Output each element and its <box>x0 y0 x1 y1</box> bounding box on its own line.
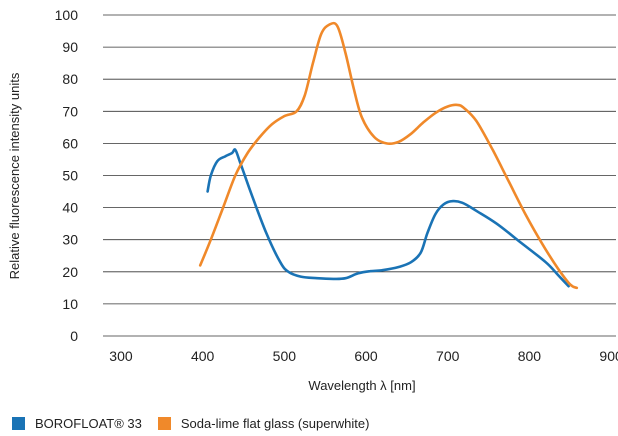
series-line-borofloat <box>206 148 570 288</box>
y-tick-50: 50 <box>62 168 78 184</box>
y-tick-0: 0 <box>70 328 78 344</box>
gridlines <box>103 14 616 337</box>
x-tick-400: 400 <box>191 348 215 364</box>
x-tick-700: 700 <box>436 348 460 364</box>
y-tick-60: 60 <box>62 135 78 151</box>
y-tick-70: 70 <box>62 103 78 119</box>
y-tick-40: 40 <box>62 200 78 216</box>
y-tick-10: 10 <box>62 296 78 312</box>
y-tick-90: 90 <box>62 39 78 55</box>
legend-label-soda-lime: Soda-lime flat glass (superwhite) <box>180 415 370 431</box>
x-axis-label: Wavelength λ [nm] <box>308 378 415 393</box>
y-tick-30: 30 <box>62 232 78 248</box>
series-line-soda-lime <box>198 21 579 290</box>
legend-item-soda-lime: Soda-lime flat glass (superwhite) <box>157 415 370 431</box>
y-tick-20: 20 <box>62 264 78 280</box>
x-tick-600: 600 <box>354 348 378 364</box>
y-axis-label: Relative fluorescence intensity units <box>7 72 22 279</box>
legend-swatch-borofloat <box>12 416 25 430</box>
y-tick-80: 80 <box>62 71 78 87</box>
x-tick-900: 900 <box>599 348 618 364</box>
legend: BOROFLOAT® 33 Soda-lime flat glass (supe… <box>12 414 385 432</box>
legend-label-borofloat: BOROFLOAT® 33 <box>35 415 142 431</box>
x-tick-300: 300 <box>109 348 133 364</box>
legend-swatch-soda-lime <box>157 416 171 430</box>
y-tick-100: 100 <box>55 7 79 23</box>
series-lines <box>198 21 579 290</box>
x-tick-labels: 300 400 500 600 700 800 900 <box>109 348 618 364</box>
y-tick-labels: 0 10 20 30 40 50 60 70 80 90 100 <box>55 7 79 344</box>
x-tick-800: 800 <box>518 348 542 364</box>
legend-item-borofloat: BOROFLOAT® 33 <box>12 416 142 431</box>
x-tick-500: 500 <box>273 348 297 364</box>
